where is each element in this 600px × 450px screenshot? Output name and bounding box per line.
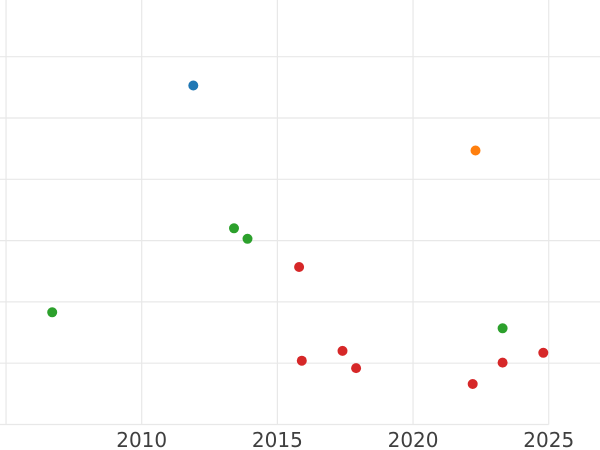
data-point-red: [467, 379, 478, 389]
data-point-red: [337, 345, 348, 356]
data-point-red: [497, 357, 508, 368]
data-point-red: [538, 347, 549, 358]
x-tick-label-2010: 2010: [116, 428, 167, 450]
data-point-green: [229, 223, 239, 234]
data-point-red: [351, 363, 362, 374]
data-point-blue: [188, 80, 199, 91]
data-point-green: [47, 307, 58, 318]
data-point-orange: [470, 145, 481, 156]
data-point-red: [294, 262, 305, 272]
x-tick-label-2020: 2020: [388, 428, 439, 450]
data-point-red: [296, 355, 307, 366]
x-tick-label-2025: 2025: [523, 428, 574, 450]
data-point-green: [497, 323, 508, 334]
data-point-green: [242, 233, 253, 244]
x-tick-label-2015: 2015: [252, 428, 303, 450]
